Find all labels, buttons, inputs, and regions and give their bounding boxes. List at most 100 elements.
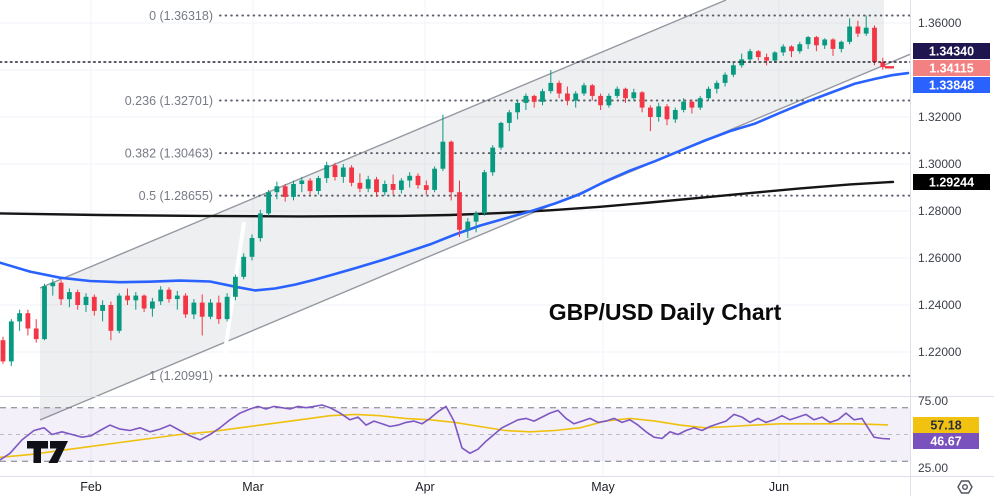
rsi-pane	[0, 404, 910, 462]
price-label-badge[interactable]: 1.33848	[913, 77, 990, 93]
grid-layer	[0, 0, 910, 477]
candle-body	[432, 168, 437, 190]
month-label[interactable]: Apr	[415, 480, 434, 494]
candle-body	[565, 93, 570, 101]
candle-body	[589, 85, 595, 96]
candle-body	[490, 147, 496, 173]
channel-upper-line	[39, 0, 727, 289]
badge-value: 57.18	[930, 419, 961, 433]
candle-body	[747, 51, 753, 60]
candle-body	[116, 295, 122, 331]
price-label-badge[interactable]: 46.67	[913, 433, 979, 449]
candle-body	[830, 39, 836, 49]
candle-body	[150, 301, 155, 309]
candle-body	[739, 59, 745, 66]
fib-level-label: 0 (1.36318)	[149, 9, 213, 23]
candle-body	[598, 95, 603, 106]
rsi-ma-yellow-line	[0, 413, 889, 459]
candle-body	[216, 302, 222, 320]
candle-body	[614, 88, 620, 96]
candle-body	[340, 167, 346, 177]
price-tick-label: 1.28000	[918, 204, 962, 218]
candle-body	[880, 62, 886, 68]
candle-body	[506, 112, 512, 123]
candle-body	[531, 95, 537, 102]
month-label[interactable]: Jun	[769, 480, 789, 494]
candle-body	[282, 186, 288, 197]
candle-body	[847, 26, 852, 42]
month-label[interactable]: May	[591, 480, 615, 494]
price-label-badge[interactable]: 1.29244	[913, 174, 990, 190]
price-label-badge[interactable]: 1.34115	[913, 60, 990, 76]
candle-body	[224, 296, 230, 320]
candle-body	[540, 91, 545, 102]
candle-body	[689, 101, 695, 108]
chart-title: GBP/USD Daily Chart	[549, 299, 782, 325]
candle-body	[166, 289, 172, 300]
candle-body	[17, 313, 22, 322]
candle-body	[515, 102, 520, 113]
candle-body	[415, 175, 421, 186]
candle-body	[805, 37, 811, 45]
candle-body	[473, 213, 479, 222]
fibonacci-levels: 0 (1.36318) 0.236 (1.32701) 0.382 (1.30463…	[125, 9, 911, 383]
candle-body	[855, 26, 861, 34]
candle-body	[731, 65, 736, 75]
candle-body	[75, 292, 81, 305]
candle-body	[722, 74, 728, 83]
badge-bg	[913, 417, 979, 433]
price-label-badge[interactable]: 1.34340	[913, 43, 990, 59]
candle-body	[199, 302, 205, 317]
month-label[interactable]: Feb	[80, 480, 102, 494]
candle-body	[100, 305, 105, 311]
month-label[interactable]: Mar	[242, 480, 264, 494]
candle-body	[0, 340, 6, 362]
candle-body	[648, 107, 653, 117]
price-tick-label: 1.30000	[918, 157, 962, 171]
candle-body	[125, 295, 130, 301]
channel-fill	[40, 0, 884, 420]
candle-body	[174, 295, 180, 300]
candle-body	[465, 221, 471, 230]
candle-body	[838, 41, 844, 49]
badge-bg	[913, 433, 979, 449]
candles-layer	[0, 15, 886, 367]
candle-body	[274, 186, 280, 193]
candle-body	[382, 184, 388, 193]
candle-body	[357, 182, 363, 189]
candle-body	[208, 302, 213, 317]
candle-body	[291, 184, 296, 197]
candle-body	[423, 185, 429, 190]
badge-bg	[913, 43, 990, 59]
fib-level-label: 0.236 (1.32701)	[125, 94, 213, 108]
candle-body	[498, 122, 504, 148]
candle-body	[407, 175, 413, 181]
badge-value: 1.34340	[929, 45, 974, 59]
candle-body	[755, 51, 761, 58]
settings-gear-icon[interactable]	[957, 480, 973, 494]
candle-body	[241, 256, 247, 277]
candle-body	[183, 295, 188, 315]
candle-body	[266, 192, 271, 214]
candle-body	[440, 141, 446, 169]
candle-body	[631, 92, 637, 99]
candle-body	[83, 296, 89, 305]
price-tick-label: 1.22000	[918, 345, 962, 359]
candle-body	[822, 39, 828, 46]
candle-body	[814, 37, 819, 46]
candle-body	[191, 302, 197, 315]
candle-body	[457, 192, 462, 230]
candle-body	[332, 165, 338, 177]
tradingview-logo-icon[interactable]	[27, 441, 68, 463]
candle-body	[863, 27, 869, 34]
fib-level-label: 0.382 (1.30463)	[125, 147, 213, 161]
candle-body	[872, 27, 877, 62]
candle-body	[639, 92, 645, 108]
candle-body	[141, 295, 147, 309]
price-label-badge[interactable]: 57.18	[913, 417, 979, 433]
candle-body	[448, 141, 454, 193]
candle-body	[133, 295, 139, 301]
